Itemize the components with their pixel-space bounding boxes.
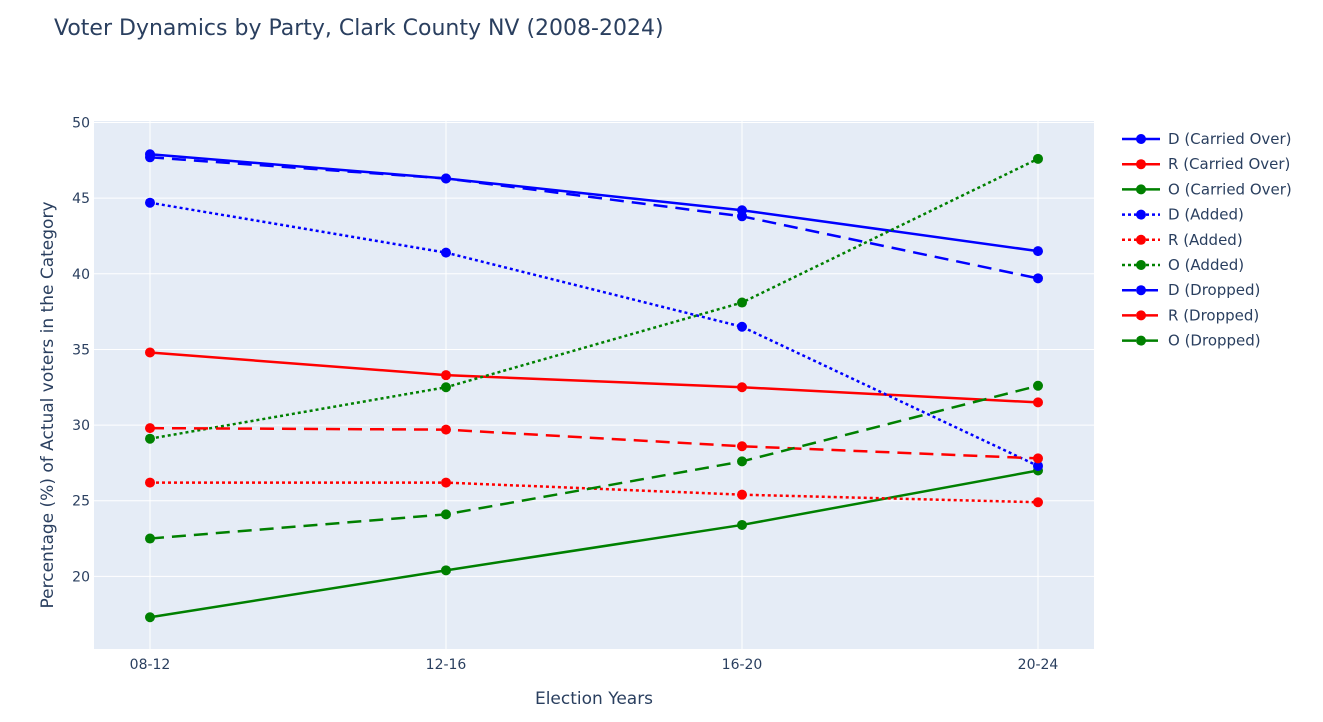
y-tick-label: 45 <box>72 191 90 207</box>
legend-label: D (Added) <box>1168 206 1244 224</box>
data-point <box>1033 153 1043 164</box>
chart-title: Voter Dynamics by Party, Clark County NV… <box>54 16 664 41</box>
legend-swatch-marker <box>1136 184 1146 195</box>
legend-item[interactable]: O (Dropped) <box>1122 332 1261 350</box>
data-point <box>441 173 451 184</box>
data-point <box>441 477 451 488</box>
legend-swatch-marker <box>1136 260 1146 270</box>
legend-item[interactable]: R (Dropped) <box>1122 306 1259 324</box>
data-point <box>1033 453 1043 464</box>
data-point <box>145 433 155 444</box>
data-point <box>145 423 155 434</box>
x-tick-label: 16-20 <box>722 657 763 673</box>
data-point <box>737 441 747 452</box>
legend-label: D (Carried Over) <box>1168 130 1292 148</box>
x-tick-label: 20-24 <box>1018 657 1059 673</box>
series-line <box>149 156 1039 280</box>
series-r-carried-over <box>145 347 1043 408</box>
data-point <box>441 509 451 520</box>
data-point <box>1033 380 1043 391</box>
legend-swatch-marker <box>1136 209 1146 220</box>
legend-label: O (Carried Over) <box>1168 180 1292 198</box>
legend-item[interactable]: O (Carried Over) <box>1122 180 1292 198</box>
x-tick-label: 08-12 <box>130 657 171 673</box>
series-lines <box>145 149 1043 623</box>
data-point <box>1033 397 1043 408</box>
data-point <box>1033 460 1043 471</box>
series-o-added <box>145 153 1043 444</box>
y-tick-label: 35 <box>72 342 90 358</box>
y-axis-title: Percentage (%) of Actual voters in the C… <box>38 201 58 608</box>
plot-area <box>94 121 1094 649</box>
y-tick-label: 50 <box>72 116 90 132</box>
legend-item[interactable]: D (Carried Over) <box>1122 130 1292 148</box>
data-point <box>737 211 747 222</box>
y-tick-label: 40 <box>72 267 90 283</box>
legend-label: R (Added) <box>1168 231 1243 249</box>
y-tick-label: 20 <box>72 569 90 585</box>
legend-item[interactable]: D (Added) <box>1122 206 1244 224</box>
data-point <box>145 612 155 623</box>
x-axis-ticks: 08-12 12-16 16-20 20-24 <box>130 657 1059 673</box>
series-d-added <box>145 197 1043 471</box>
legend-swatch-marker <box>1136 159 1146 170</box>
legend-item[interactable]: O (Added) <box>1122 256 1244 274</box>
data-point <box>441 565 451 576</box>
data-point <box>1033 246 1043 257</box>
series-line <box>149 201 1039 468</box>
data-point <box>737 489 747 500</box>
y-axis-ticks: 20 25 30 35 40 45 50 <box>72 116 90 586</box>
legend[interactable]: D (Carried Over) R (Carried Over) O (Carri… <box>1122 130 1292 350</box>
data-point <box>737 456 747 467</box>
data-point <box>1033 497 1043 508</box>
legend-item[interactable]: R (Carried Over) <box>1122 155 1290 173</box>
legend-item[interactable]: D (Dropped) <box>1122 281 1260 299</box>
series-r-dropped <box>145 423 1043 464</box>
legend-swatch-marker <box>1136 310 1146 321</box>
series-line <box>149 426 1039 460</box>
series-d-dropped <box>145 152 1043 284</box>
y-tick-label: 30 <box>72 418 90 434</box>
legend-label: R (Carried Over) <box>1168 155 1290 173</box>
data-point <box>737 297 747 308</box>
legend-swatch-marker <box>1136 285 1146 296</box>
data-point <box>441 424 451 435</box>
data-point <box>737 382 747 393</box>
legend-item[interactable]: R (Added) <box>1122 231 1243 249</box>
series-o-dropped <box>145 380 1043 544</box>
series-line <box>149 384 1039 540</box>
legend-swatch-marker <box>1136 234 1146 245</box>
x-tick-label: 12-16 <box>426 657 467 673</box>
series-line <box>149 351 1039 404</box>
data-point <box>145 152 155 163</box>
data-point <box>145 197 155 208</box>
legend-swatch-marker <box>1136 134 1146 144</box>
x-axis-title: Election Years <box>535 689 653 709</box>
legend-swatch-marker <box>1136 335 1146 346</box>
data-point <box>441 247 451 258</box>
series-line <box>149 153 1039 253</box>
data-point <box>145 477 155 488</box>
series-line <box>149 157 1039 440</box>
legend-label: O (Added) <box>1168 256 1244 274</box>
legend-label: D (Dropped) <box>1168 281 1260 299</box>
data-point <box>1033 273 1043 284</box>
data-point <box>145 347 155 358</box>
data-point <box>145 533 155 544</box>
data-point <box>441 370 451 381</box>
y-tick-label: 25 <box>72 494 90 510</box>
data-point <box>737 519 747 530</box>
legend-label: O (Dropped) <box>1168 332 1261 350</box>
data-point <box>737 321 747 332</box>
legend-label: R (Dropped) <box>1168 306 1259 324</box>
data-point <box>441 382 451 393</box>
